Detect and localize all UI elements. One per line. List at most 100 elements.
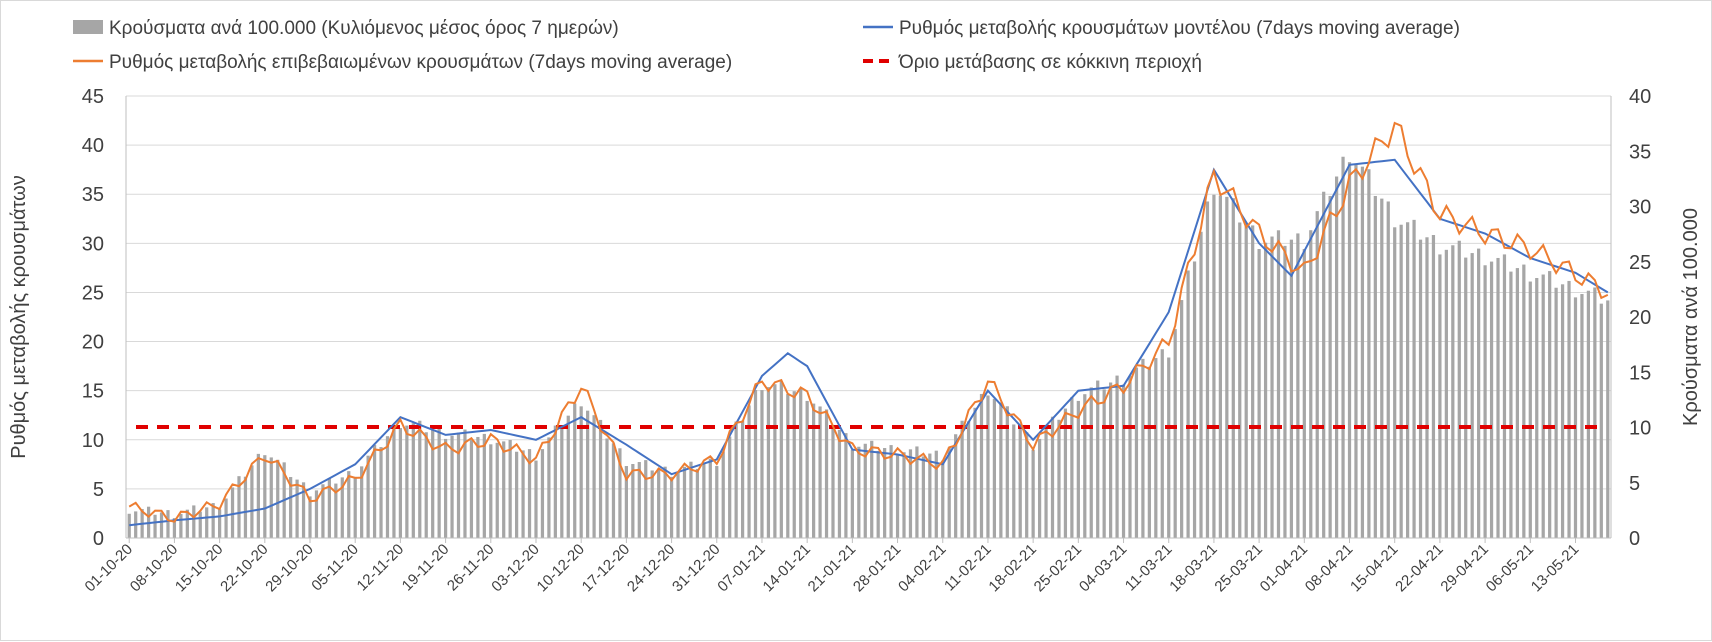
bar <box>198 511 202 538</box>
bar <box>1315 211 1319 538</box>
x-tick-label: 07-01-21 <box>714 541 768 595</box>
bar <box>521 450 525 538</box>
bar <box>805 400 809 538</box>
bar <box>708 458 712 538</box>
x-tick-label: 25-02-21 <box>1031 541 1085 595</box>
bar <box>1147 366 1151 538</box>
x-tick-label: 01-10-20 <box>82 541 136 595</box>
bar <box>450 435 454 538</box>
bar <box>224 498 228 538</box>
bar <box>424 432 428 538</box>
x-tick-label: 04-03-21 <box>1076 541 1130 595</box>
bar <box>347 471 351 538</box>
bar <box>721 451 725 538</box>
bar <box>1251 225 1255 538</box>
bar <box>560 427 564 538</box>
x-tick-label: 22-04-21 <box>1392 541 1446 595</box>
bar <box>489 444 493 538</box>
bar <box>1167 357 1171 538</box>
x-tick-label: 11-03-21 <box>1122 541 1176 595</box>
x-tick-label: 31-12-20 <box>669 541 723 595</box>
bar <box>1238 222 1242 538</box>
bar <box>308 496 312 538</box>
y-right-tick-label: 20 <box>1629 307 1651 329</box>
x-tick-label: 21-01-21 <box>805 541 859 595</box>
bar <box>973 407 977 538</box>
bar <box>786 394 790 538</box>
bar <box>650 470 654 538</box>
bar <box>889 445 893 538</box>
bar <box>1070 397 1074 538</box>
legend-label: Κρούσματα ανά 100.000 (Κυλιόμενος μέσος … <box>109 18 619 39</box>
bar <box>527 449 532 538</box>
bar <box>1548 271 1552 538</box>
bar <box>1489 261 1494 538</box>
bar-series <box>127 156 1610 539</box>
bar <box>263 455 267 538</box>
bar <box>1257 248 1261 539</box>
bar <box>1522 264 1526 538</box>
x-tick-label: 29-10-20 <box>262 541 316 595</box>
bar <box>669 476 674 538</box>
bar <box>1263 242 1268 538</box>
bar <box>837 429 842 538</box>
bar <box>1244 223 1248 538</box>
bar <box>747 405 751 538</box>
bar <box>979 393 984 538</box>
bar <box>218 509 222 538</box>
y-left-tick-label: 45 <box>82 86 104 108</box>
bar <box>876 450 880 538</box>
bar <box>405 425 409 538</box>
bar <box>999 402 1003 538</box>
bar <box>740 420 745 538</box>
bar <box>1593 287 1597 538</box>
bar <box>605 438 609 538</box>
bar <box>1225 196 1229 538</box>
bar <box>1063 408 1068 538</box>
bar <box>760 390 764 538</box>
bar <box>553 425 557 538</box>
bar <box>1360 166 1365 538</box>
legend-label: Όριο μετάβασης σε κόκκινη περιοχή <box>898 52 1202 73</box>
bar <box>1451 245 1455 539</box>
bar <box>159 512 164 538</box>
bar <box>695 468 700 538</box>
bar <box>702 463 706 538</box>
bar <box>1515 268 1519 538</box>
legend-label: Ρυθμός μεταβολής κρουσμάτων μοντέλου (7d… <box>899 18 1460 39</box>
bar <box>1464 257 1468 538</box>
x-tick-label: 11-02-21 <box>941 541 995 595</box>
model-rate-line <box>129 158 1609 527</box>
bar <box>1580 294 1584 538</box>
bar <box>631 464 635 538</box>
bar <box>515 451 519 538</box>
x-tick-label: 08-04-21 <box>1302 541 1356 595</box>
bar <box>1322 191 1326 538</box>
bar <box>321 484 325 538</box>
bar <box>437 427 441 538</box>
bar <box>243 476 248 538</box>
bar <box>1205 201 1210 538</box>
x-tick-label: 19-11-20 <box>399 541 453 595</box>
bar <box>941 460 945 538</box>
bar <box>1328 195 1332 538</box>
x-tick-label: 18-02-21 <box>985 541 1039 595</box>
bar <box>1134 367 1139 538</box>
bar <box>857 446 861 538</box>
x-tick-label: 12-11-20 <box>354 541 408 595</box>
x-tick-label: 10-12-20 <box>534 541 588 595</box>
bar <box>360 466 364 538</box>
bar <box>1470 253 1474 538</box>
bar <box>1334 176 1339 538</box>
bar <box>372 444 377 538</box>
bar <box>1341 156 1345 538</box>
bar <box>185 509 189 538</box>
bar <box>353 476 357 538</box>
x-tick-label: 25-03-21 <box>1211 541 1265 595</box>
bar <box>153 514 157 538</box>
bar <box>1509 271 1513 538</box>
bar <box>915 446 919 538</box>
bar <box>431 429 435 538</box>
bar <box>205 507 209 538</box>
bar <box>1083 394 1087 538</box>
